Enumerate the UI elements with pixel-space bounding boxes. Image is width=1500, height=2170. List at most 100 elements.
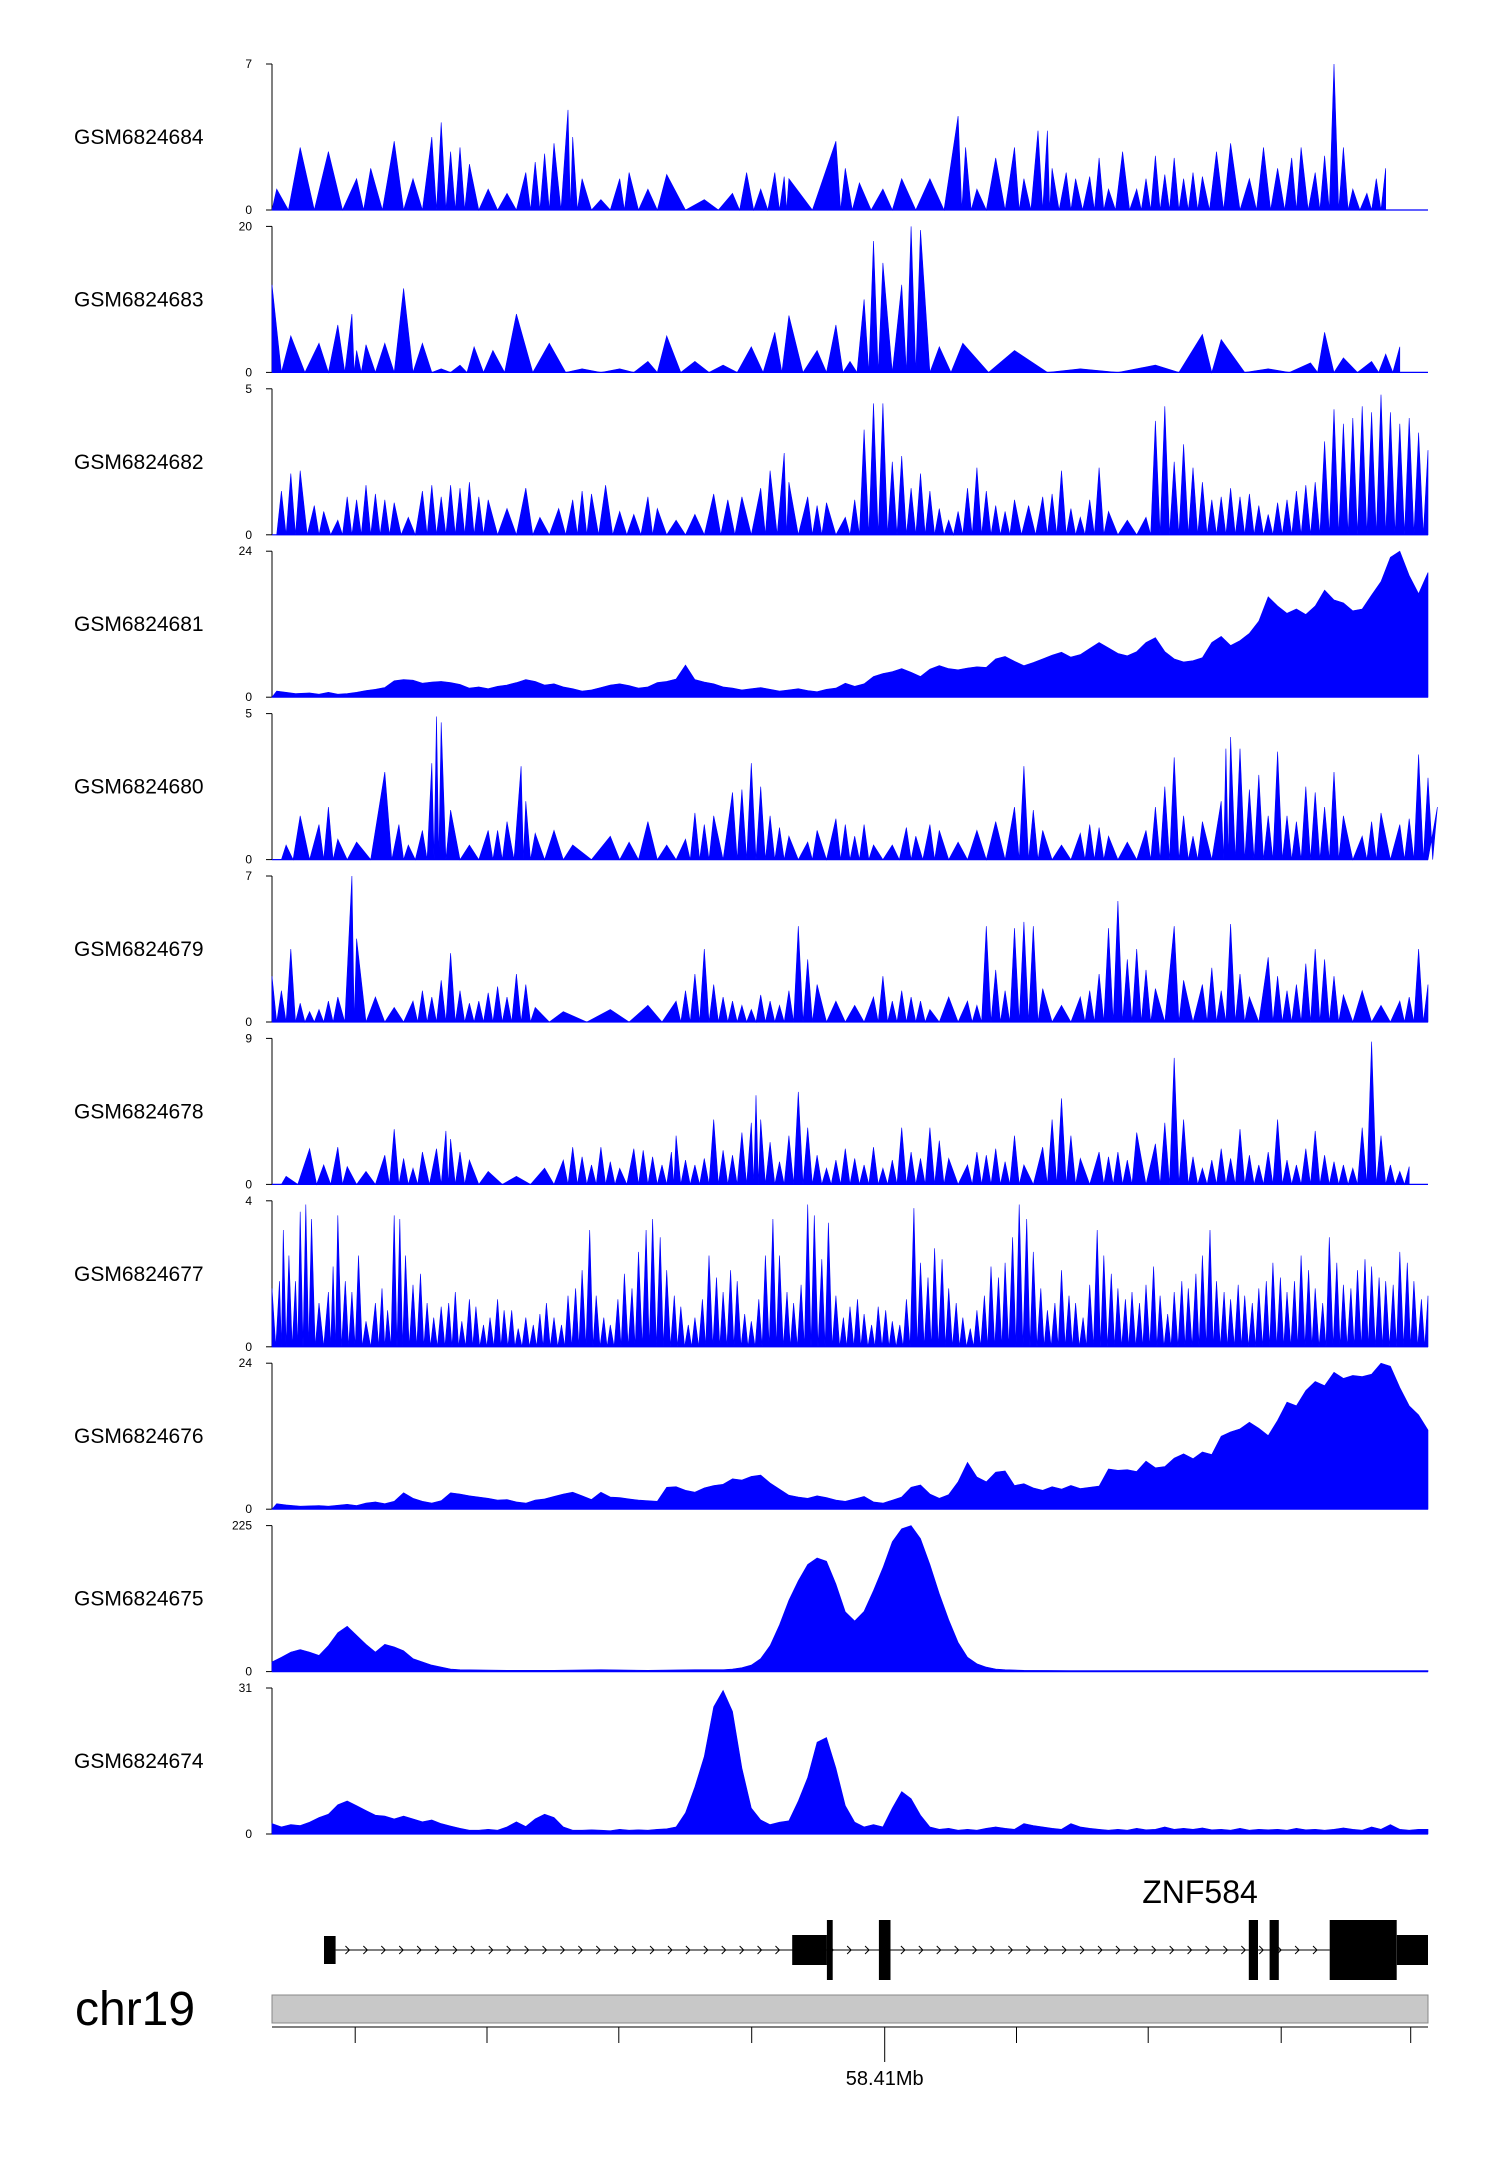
track-GSM6824677: GSM6824677 4 0 [74,1194,1429,1354]
strand-arrow [846,1945,852,1955]
strand-arrow [488,1945,494,1955]
track-label: GSM6824681 [74,613,204,636]
strand-arrow [1223,1945,1229,1955]
strand-arrow [345,1945,351,1955]
track-ymin-label: 0 [245,690,252,704]
exon [324,1936,336,1964]
strand-arrow [560,1945,566,1955]
strand-arrow [434,1945,440,1955]
track-label: GSM6824682 [74,451,204,474]
strand-arrow [757,1945,763,1955]
track-ymin-label: 0 [245,1177,252,1191]
exon [826,1920,833,1980]
track-label: GSM6824680 [74,776,204,799]
strand-arrow [578,1945,584,1955]
strand-arrow [1043,1945,1049,1955]
exon [1396,1935,1428,1965]
track-ymin-label: 0 [245,1502,252,1516]
track-label: GSM6824676 [74,1425,204,1448]
track-ymax-label: 20 [239,219,253,233]
strand-arrow [703,1945,709,1955]
track-ymax-label: 5 [245,707,252,721]
strand-arrow [542,1945,548,1955]
track-ymin-label: 0 [245,203,252,217]
strand-arrow [1240,1945,1247,1955]
strand-arrow [1115,1945,1121,1955]
track-GSM6824675: GSM6824675 225 0 [74,1519,1429,1679]
signal-area [271,1689,1429,1835]
track-ymin-label: 0 [245,853,252,867]
exon [1248,1920,1258,1980]
signal-area [276,394,1429,536]
strand-arrow [721,1945,727,1955]
track-GSM6824679: GSM6824679 7 0 [74,869,1429,1029]
strand-arrow [1169,1945,1175,1955]
exon [1329,1920,1397,1980]
strand-arrow [1205,1945,1211,1955]
exon [878,1920,891,1980]
strand-arrow [1008,1945,1014,1955]
strand-arrow [990,1945,996,1955]
track-ymin-label: 0 [245,1827,252,1841]
chromosome-ideogram: chr19 [75,1983,1429,2036]
strand-arrow [667,1945,673,1955]
track-label: GSM6824678 [74,1100,204,1123]
track-ymax-label: 24 [239,1356,253,1370]
track-ymax-label: 7 [245,57,252,71]
strand-arrow [1097,1945,1103,1955]
track-label: GSM6824683 [74,288,204,311]
strand-arrow [631,1945,637,1955]
strand-arrow [613,1945,619,1955]
strand-arrow [936,1945,942,1955]
track-label: GSM6824675 [74,1588,204,1611]
signal-area [280,716,1438,861]
strand-arrow [452,1945,458,1955]
strand-arrow [900,1945,906,1955]
strand-arrow [398,1945,404,1955]
track-GSM6824684: GSM6824684 7 0 [74,57,1428,217]
track-ymin-label: 0 [245,1340,252,1354]
track-ymax-label: 7 [245,869,252,883]
track-ymin-label: 0 [245,528,252,542]
track-label: GSM6824674 [74,1750,204,1773]
strand-arrow [739,1945,745,1955]
signal-area [271,63,1386,212]
signal-area [271,1362,1429,1510]
strand-arrow [1312,1945,1318,1955]
track-GSM6824674: GSM6824674 31 0 [74,1681,1429,1841]
strand-arrow [1079,1945,1085,1955]
gene-model: ZNF584 [324,1874,1428,1980]
strand-arrow [972,1945,978,1955]
track-ymax-label: 225 [232,1519,252,1533]
track-GSM6824682: GSM6824682 5 0 [74,382,1429,542]
strand-arrow [864,1945,870,1955]
strand-arrow [595,1945,602,1955]
strand-arrow [1187,1945,1193,1955]
strand-arrow [1025,1945,1032,1955]
strand-arrow [380,1945,386,1955]
exon [792,1935,827,1965]
signal-tracks: GSM682468470GSM6824683200GSM682468250GSM… [74,57,1438,1841]
signal-area [271,875,1429,1024]
track-ymin-label: 0 [245,365,252,379]
axis-major-label: 58.41Mb [846,2068,924,2090]
track-label: GSM6824679 [74,938,204,961]
strand-arrow [524,1945,530,1955]
track-ymax-label: 5 [245,382,252,396]
track-GSM6824683: GSM6824683 20 0 [74,219,1428,379]
track-ymax-label: 31 [239,1681,253,1695]
track-ymin-label: 0 [245,1015,252,1029]
track-label: GSM6824677 [74,1263,204,1286]
gene-name-label: ZNF584 [1142,1874,1258,1910]
signal-area [271,226,1401,374]
chromosome-label: chr19 [75,1983,195,2036]
strand-arrow [416,1945,422,1955]
signal-area [271,1204,1429,1348]
strand-arrow [918,1945,924,1955]
strand-arrow [1133,1945,1139,1955]
strand-arrow [685,1945,691,1955]
strand-arrow [1151,1945,1157,1955]
strand-arrow [775,1945,781,1955]
signal-area [271,1525,1429,1672]
